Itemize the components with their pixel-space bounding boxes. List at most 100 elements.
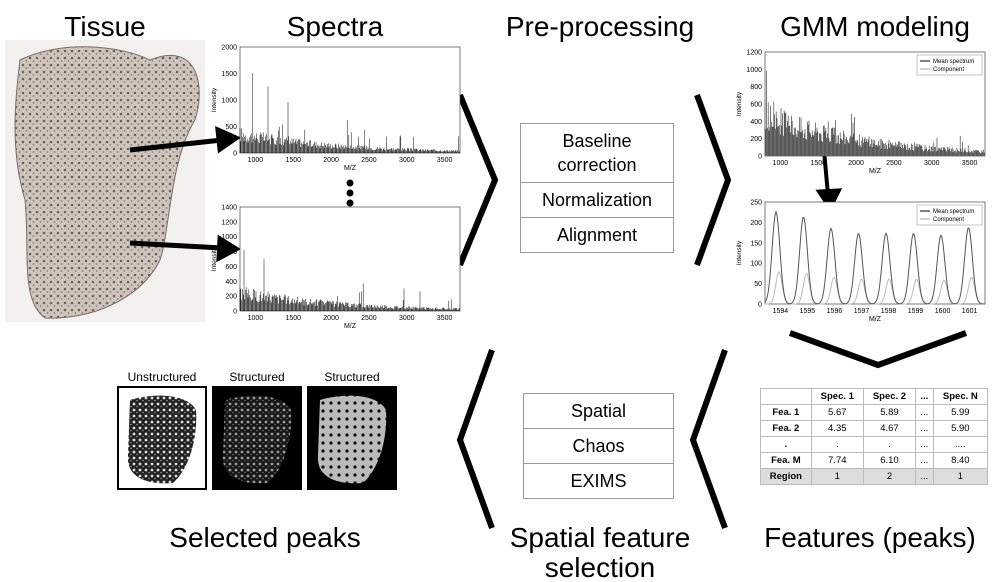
x-tick-label: 1000: [773, 160, 789, 167]
x-tick-label: 1500: [285, 157, 301, 164]
x-tick-label: 1595: [800, 308, 816, 315]
legend-label: Mean spectrum: [933, 209, 974, 215]
x-tick-label: 2000: [323, 315, 339, 322]
cell: 2: [863, 469, 915, 485]
x-tick-label: 1600: [935, 308, 951, 315]
x-axis-label: M/Z: [344, 165, 357, 172]
image-label: Unstructured: [128, 370, 197, 384]
cell: ....: [933, 437, 987, 453]
y-tick-label: 200: [750, 136, 762, 143]
row-label: Region: [761, 469, 812, 485]
y-tick-label: 600: [225, 264, 237, 271]
x-tick-label: 1601: [962, 308, 978, 315]
cell: 8.40: [933, 453, 987, 469]
cell: 7.74: [811, 453, 863, 469]
cell: 5.90: [933, 421, 987, 437]
x-tick-label: 2000: [848, 160, 864, 167]
x-tick-label: 3500: [962, 160, 978, 167]
y-tick-label: 200: [750, 220, 762, 227]
corner-cell: [761, 389, 812, 405]
y-tick-label: 1500: [221, 71, 237, 78]
x-axis-label: M/Z: [344, 323, 357, 330]
ellipsis-dots: [347, 180, 354, 207]
x-tick-label: 1000: [248, 157, 264, 164]
y-axis-label: Intensity: [736, 240, 743, 265]
x-tick-label: 3500: [437, 157, 453, 164]
y-tick-label: 1400: [221, 205, 237, 212]
cell: .: [863, 437, 915, 453]
x-tick-label: 2500: [886, 160, 902, 167]
cell: 1: [811, 469, 863, 485]
y-tick-label: 50: [754, 281, 762, 288]
cell: 6.10: [863, 453, 915, 469]
step: Chaos: [524, 429, 673, 464]
step: EXIMS: [524, 464, 673, 498]
y-axis-label: Intensity: [736, 91, 743, 116]
cell: 5.67: [811, 405, 863, 421]
diagram-canvas: 2000150010005000100015002000250030003500…: [0, 0, 997, 582]
row-label: .: [761, 437, 812, 453]
y-tick-label: 0: [758, 302, 762, 309]
y-tick-label: 2000: [221, 45, 237, 52]
y-tick-label: 1200: [221, 219, 237, 226]
y-axis-label: Intensity: [211, 246, 218, 271]
cell: ...: [916, 421, 934, 437]
y-tick-label: 500: [225, 124, 237, 131]
y-tick-label: 100: [750, 261, 762, 268]
y-tick-label: 400: [750, 119, 762, 126]
x-tick-label: 1597: [854, 308, 870, 315]
image-label: Structured: [229, 370, 284, 384]
y-tick-label: 200: [225, 294, 237, 301]
table-row: ..........: [761, 437, 988, 453]
x-tick-label: 3500: [437, 315, 453, 322]
x-axis-label: M/Z: [869, 168, 882, 175]
y-tick-label: 1000: [221, 98, 237, 105]
cell: 5.89: [863, 405, 915, 421]
x-tick-label: 1599: [908, 308, 924, 315]
row-label: Fea. 1: [761, 405, 812, 421]
x-tick-label: 1598: [881, 308, 897, 315]
x-tick-label: 3000: [399, 315, 415, 322]
column-header: Spec. 1: [811, 389, 863, 405]
cell: ...: [916, 437, 934, 453]
image-label: Structured: [324, 370, 379, 384]
row-label: Fea. 2: [761, 421, 812, 437]
y-tick-label: 400: [225, 279, 237, 286]
x-tick-label: 2000: [323, 157, 339, 164]
caption: Spatial feature selection: [500, 523, 700, 582]
y-tick-label: 250: [750, 200, 762, 207]
cell: 4.67: [863, 421, 915, 437]
x-tick-label: 1500: [810, 160, 826, 167]
x-tick-label: 1000: [248, 315, 264, 322]
y-tick-label: 1000: [221, 234, 237, 241]
header: GMM modeling: [760, 12, 990, 42]
column-header: Spec. N: [933, 389, 987, 405]
plot-frame: [240, 47, 460, 153]
step: Spatial: [524, 394, 673, 429]
feature-table: Spec. 1Spec. 2...Spec. NFea. 15.675.89..…: [760, 388, 988, 485]
cell: ...: [916, 469, 934, 485]
pipeline-figure: 2000150010005000100015002000250030003500…: [0, 0, 997, 582]
y-axis-label: Intensity: [211, 87, 218, 112]
column-header: ...: [916, 389, 934, 405]
legend-label: Component: [933, 67, 964, 73]
y-tick-label: 0: [233, 151, 237, 158]
legend-label: Component: [933, 217, 964, 223]
preprocessing-box: Baseline correction Normalization Alignm…: [520, 123, 674, 253]
cell: .: [811, 437, 863, 453]
y-tick-label: 1000: [746, 67, 762, 74]
cell: ...: [916, 453, 934, 469]
y-tick-label: 1200: [746, 50, 762, 57]
caption: Features (peaks): [745, 523, 995, 553]
x-tick-label: 3000: [924, 160, 940, 167]
cell: ...: [916, 405, 934, 421]
x-tick-label: 1500: [285, 315, 301, 322]
caption: Selected peaks: [150, 523, 380, 553]
x-tick-label: 2500: [361, 315, 377, 322]
y-tick-label: 0: [758, 154, 762, 161]
